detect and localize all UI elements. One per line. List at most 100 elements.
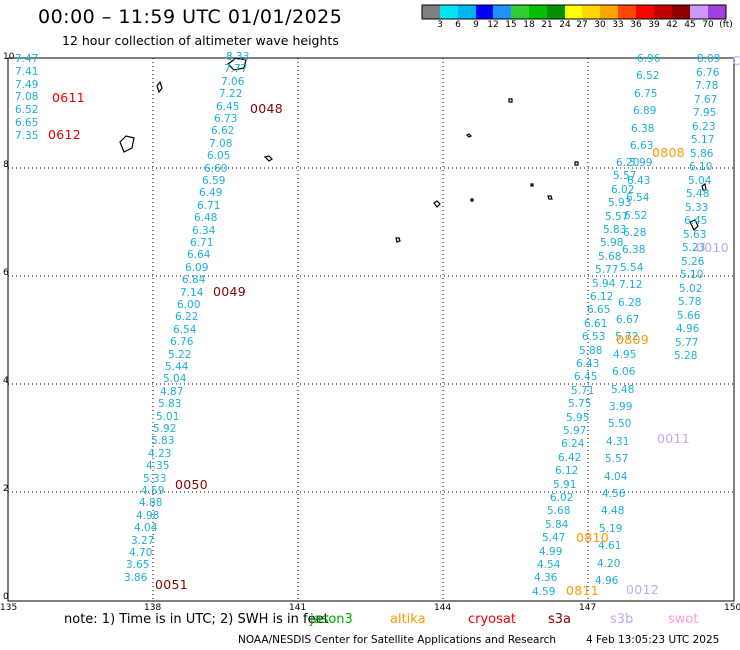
wave-height-label: 5.17 bbox=[691, 134, 715, 146]
wave-height-label: 6.60 bbox=[204, 162, 228, 175]
colorbar-label: (ft) bbox=[719, 20, 733, 30]
wave-height-label: 4.88 bbox=[139, 497, 163, 510]
wave-height-label: 3.65 bbox=[126, 559, 150, 572]
wave-height-label: 5.57 bbox=[613, 170, 637, 183]
wave-height-label: 5.75 bbox=[568, 398, 592, 411]
island-outline bbox=[701, 182, 707, 191]
wave-height-label: 5.92 bbox=[153, 423, 177, 435]
y-axis-label: 10 bbox=[3, 52, 15, 62]
track-id-label: 0611 bbox=[52, 90, 86, 105]
wave-height-label: 5.44 bbox=[165, 361, 189, 373]
wave-height-label: 6.10 bbox=[689, 161, 713, 173]
island-outline bbox=[530, 183, 534, 187]
wave-height-label: 6.71 bbox=[197, 199, 221, 212]
colorbar-label: 39 bbox=[648, 20, 660, 30]
wave-height-label: 6.62 bbox=[211, 125, 235, 138]
track-id-label: 0050 bbox=[175, 477, 209, 492]
x-axis-label: 144 bbox=[434, 603, 452, 613]
wave-height-label: 7.06 bbox=[221, 75, 245, 88]
wave-height-label: 5.97 bbox=[563, 425, 587, 437]
wave-height-label: 6.09 bbox=[185, 261, 209, 274]
x-axis-label: 135 bbox=[0, 603, 18, 613]
x-axis-label: 147 bbox=[579, 603, 597, 613]
colorbar-label: 33 bbox=[612, 20, 624, 30]
wave-height-label: 6.45 bbox=[216, 100, 240, 113]
map-title: 00:00 – 11:59 UTC 01/01/2025 bbox=[38, 6, 343, 28]
wave-height-label: 6.28 bbox=[623, 227, 647, 239]
wave-height-label: 6.52 bbox=[15, 104, 39, 117]
wave-height-label: 6.43 bbox=[627, 174, 651, 187]
wave-height-label: 6.02 bbox=[611, 183, 635, 196]
colorbar-label: 24 bbox=[559, 20, 571, 30]
wave-height-label: 6.49 bbox=[199, 187, 223, 200]
wave-height-label: 5.77 bbox=[595, 264, 619, 277]
wave-height-label: 6.12 bbox=[590, 291, 614, 303]
colorbar-label: 45 bbox=[684, 20, 696, 30]
satellite-legend-item: s3b bbox=[610, 612, 634, 627]
wave-height-label: 5.83 bbox=[158, 398, 182, 411]
colorbar-label: 15 bbox=[505, 20, 517, 30]
wave-height-label: 6.64 bbox=[187, 249, 211, 262]
wave-height-label: 5.54 bbox=[620, 261, 644, 274]
wave-height-label: 6.52 bbox=[624, 209, 648, 222]
wave-height-label: 4.61 bbox=[598, 540, 622, 553]
wave-height-label: 5.94 bbox=[592, 277, 616, 290]
colorbar-swatch bbox=[654, 5, 672, 19]
wave-height-label: 5.88 bbox=[579, 344, 603, 357]
satellite-legend-item: swot bbox=[668, 612, 699, 627]
wave-height-label: 5.93 bbox=[608, 197, 632, 210]
track-id-label: 0051 bbox=[155, 577, 189, 592]
wave-height-label: 6.34 bbox=[192, 224, 216, 237]
colorbar-swatch bbox=[636, 5, 654, 19]
wave-height-label: 3.86 bbox=[124, 571, 148, 584]
wave-height-label: 4.20 bbox=[597, 557, 621, 570]
wave-height-label: 4.23 bbox=[148, 447, 172, 460]
colorbar-label: 3 bbox=[437, 20, 443, 30]
colorbar-swatch bbox=[529, 5, 547, 19]
map-subtitle: 12 hour collection of altimeter wave hei… bbox=[62, 33, 339, 48]
wave-height-label: 5.78 bbox=[678, 296, 702, 308]
wave-height-label: 6.23 bbox=[692, 120, 716, 133]
track-id-label: 0808 bbox=[652, 145, 686, 160]
wave-height-label: 5.72 bbox=[615, 331, 639, 344]
colorbar-label: 30 bbox=[594, 20, 606, 30]
wave-height-label: 4.96 bbox=[595, 575, 619, 587]
wave-height-label: 5.84 bbox=[545, 518, 569, 531]
wave-height-label: 6.65 bbox=[587, 304, 611, 317]
wave-height-label: 6.06 bbox=[612, 366, 636, 379]
wave-height-label: 3.99 bbox=[609, 401, 633, 413]
wave-height-label: 6.63 bbox=[630, 140, 654, 152]
wave-height-label: 6.52 bbox=[636, 70, 660, 83]
wave-height-label: 5.57 bbox=[605, 453, 629, 466]
wave-height-label: 5.19 bbox=[599, 522, 623, 535]
wave-height-label: 7.12 bbox=[619, 279, 643, 292]
colorbar-label: 6 bbox=[455, 20, 461, 30]
wave-height-label: 6.05 bbox=[207, 150, 231, 163]
colorbar-swatch bbox=[547, 5, 565, 19]
wave-height-label: 6.45 bbox=[574, 371, 598, 384]
wave-height-label: 6.00 bbox=[177, 299, 201, 311]
wave-height-label: 6.22 bbox=[175, 311, 199, 324]
colorbar-label: 70 bbox=[702, 20, 714, 30]
wave-height-label: 6.45 bbox=[684, 215, 708, 227]
wave-height-label: 6.71 bbox=[190, 237, 214, 249]
wave-height-label: 5.10 bbox=[680, 269, 704, 281]
wave-height-label: 5.83 bbox=[603, 224, 627, 236]
colorbar-label: 36 bbox=[630, 20, 642, 30]
wave-height-label: 6.65 bbox=[15, 117, 39, 129]
wave-height-label: 5.48 bbox=[611, 383, 635, 396]
track-id-label: 0010 bbox=[696, 240, 730, 255]
colorbar-label: 27 bbox=[576, 20, 588, 30]
wave-height-label: 7.95 bbox=[693, 107, 717, 119]
track-id-label: 0809 bbox=[616, 332, 650, 347]
wave-height-label: 5.26 bbox=[681, 255, 705, 268]
track-id-label: 0011 bbox=[657, 431, 691, 446]
wave-height-label: 5.22 bbox=[168, 348, 192, 361]
wave-height-label: 5.86 bbox=[690, 147, 714, 160]
wave-height-label: 5.47 bbox=[542, 532, 566, 545]
island-outline bbox=[263, 155, 273, 162]
wave-height-label: 4.56 bbox=[602, 488, 626, 500]
island-outline bbox=[508, 98, 513, 103]
island-outline bbox=[465, 133, 473, 138]
